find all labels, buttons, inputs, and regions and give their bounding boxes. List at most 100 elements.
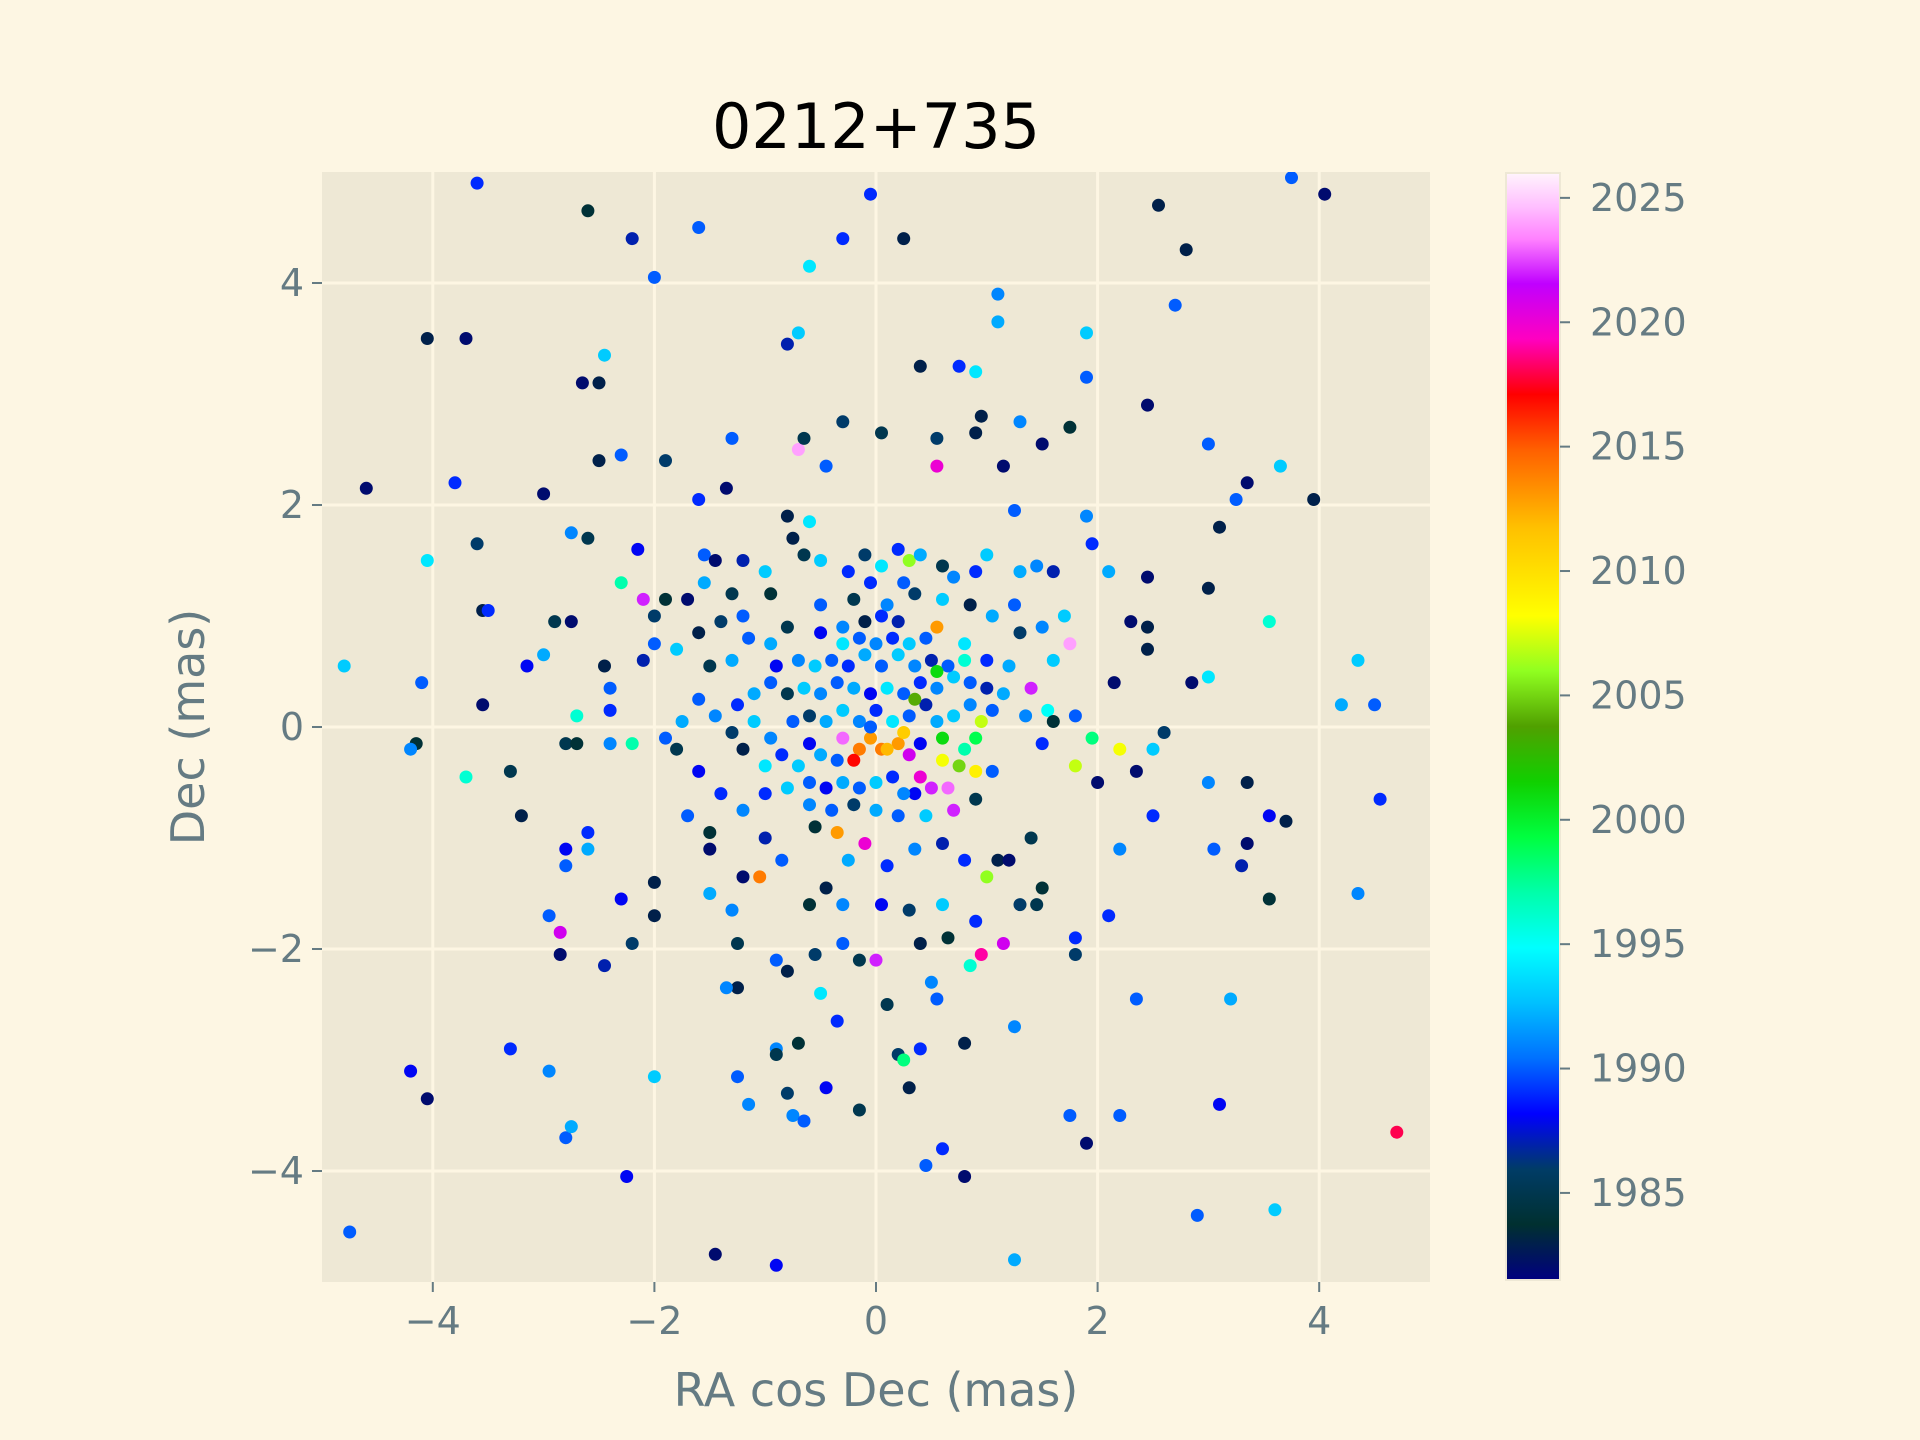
- scatter-point: [797, 1114, 811, 1128]
- scatter-point: [913, 770, 927, 784]
- scatter-point: [592, 376, 606, 390]
- y-tick-label: 0: [280, 705, 304, 749]
- scatter-point: [1152, 198, 1165, 212]
- scatter-point: [897, 576, 911, 590]
- scatter-point: [875, 659, 888, 673]
- scatter-point: [703, 842, 717, 856]
- scatter-point: [1102, 909, 1116, 923]
- scatter-point: [703, 887, 717, 900]
- scatter-point: [902, 1081, 916, 1095]
- scatter-point: [952, 759, 966, 773]
- scatter-point: [819, 881, 833, 895]
- scatter-point: [836, 415, 850, 429]
- scatter-point: [459, 332, 473, 345]
- scatter-point: [1068, 709, 1082, 723]
- scatter-point: [1024, 831, 1038, 845]
- scatter-point: [1185, 676, 1199, 690]
- scatter-point: [692, 493, 706, 506]
- scatter-point: [736, 742, 750, 756]
- scatter-point: [459, 770, 473, 784]
- scatter-point: [1008, 1253, 1021, 1267]
- scatter-point: [725, 587, 739, 601]
- scatter-point: [1041, 703, 1055, 717]
- scatter-point: [852, 1103, 866, 1117]
- scatter-point: [1240, 837, 1254, 850]
- scatter-point: [864, 731, 877, 745]
- scatter-point: [692, 764, 706, 778]
- scatter-point: [1268, 1203, 1282, 1217]
- scatter-point: [902, 748, 916, 762]
- scatter-point: [647, 1070, 661, 1084]
- y-axis-label: Dec (mas): [161, 609, 215, 846]
- scatter-point: [836, 703, 850, 717]
- scatter-point: [880, 998, 894, 1011]
- scatter-point: [980, 548, 994, 562]
- scatter-point: [708, 709, 722, 723]
- colorbar-tick-label: 2005: [1590, 673, 1687, 717]
- scatter-point: [1035, 620, 1049, 634]
- scatter-point: [476, 698, 490, 712]
- scatter-point: [1201, 670, 1215, 684]
- scatter-point: [1085, 537, 1099, 551]
- scatter-point: [991, 853, 1005, 867]
- scatter-point: [1207, 842, 1221, 856]
- chart-title: 0212+735: [712, 90, 1040, 163]
- scatter-point: [908, 587, 922, 601]
- scatter-point: [780, 620, 794, 634]
- scatter-point: [764, 731, 778, 745]
- scatter-point: [747, 715, 761, 728]
- scatter-point: [996, 687, 1010, 701]
- scatter-point: [780, 509, 794, 523]
- scatter-point: [875, 609, 888, 623]
- scatter-point: [753, 870, 767, 884]
- scatter-point: [625, 737, 639, 751]
- scatter-point: [791, 326, 805, 340]
- scatter-point: [1013, 565, 1027, 579]
- scatter-point: [924, 781, 938, 795]
- scatter-point: [913, 937, 927, 950]
- scatter-point: [974, 715, 988, 728]
- scatter-point: [703, 826, 717, 839]
- scatter-point: [836, 620, 850, 634]
- scatter-point: [631, 542, 645, 556]
- scatter-point: [908, 842, 922, 856]
- scatter-point: [592, 454, 606, 468]
- scatter-point: [1080, 370, 1093, 384]
- scatter-point: [791, 1036, 805, 1050]
- scatter-point: [736, 554, 750, 567]
- scatter-point: [736, 870, 750, 884]
- scatter-point: [958, 742, 972, 756]
- scatter-point: [924, 975, 938, 989]
- y-tick-label: −4: [248, 1149, 304, 1193]
- scatter-point: [1063, 637, 1077, 651]
- scatter-point: [941, 931, 955, 945]
- scatter-point: [974, 409, 988, 423]
- scatter-point: [969, 426, 983, 440]
- scatter-point: [897, 787, 911, 801]
- scatter-point: [404, 1064, 418, 1078]
- scatter-point: [1129, 764, 1143, 778]
- scatter-point: [420, 554, 434, 567]
- scatter-point: [769, 1048, 783, 1061]
- scatter-point: [991, 315, 1005, 329]
- scatter-point: [908, 692, 922, 706]
- scatter-point: [1351, 887, 1365, 900]
- scatter-point: [1240, 776, 1254, 789]
- scatter-point: [814, 748, 828, 762]
- scatter-point: [775, 853, 789, 867]
- scatter-point: [858, 837, 872, 850]
- scatter-point: [731, 981, 744, 995]
- scatter-point: [719, 981, 733, 995]
- scatter-point: [548, 615, 562, 629]
- scatter-point: [996, 937, 1010, 950]
- scatter-point: [930, 992, 944, 1006]
- scatter-point: [1068, 759, 1082, 773]
- scatter-point: [1113, 842, 1127, 856]
- scatter-point: [891, 648, 905, 662]
- scatter-point: [1035, 881, 1049, 895]
- scatter-point: [559, 859, 573, 873]
- scatter-point: [786, 715, 800, 728]
- scatter-point: [714, 787, 728, 801]
- scatter-point: [359, 481, 373, 495]
- scatter-point: [1046, 565, 1060, 579]
